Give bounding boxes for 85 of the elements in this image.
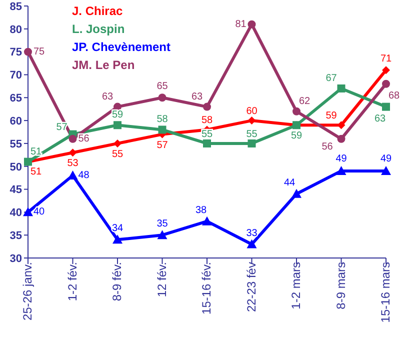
point <box>203 139 211 148</box>
data-label: 57 <box>156 140 168 151</box>
y-tick-label: 45 <box>10 184 22 196</box>
data-label: 33 <box>246 228 258 239</box>
point <box>23 207 33 216</box>
text: JM. Le Pen <box>72 57 136 74</box>
data-label: 65 <box>156 81 168 92</box>
data-label: 59 <box>112 110 124 121</box>
x-tick-label: 8-9 fév. <box>110 262 124 302</box>
data-label: 40 <box>33 206 45 218</box>
data-label: 68 <box>388 90 400 102</box>
y-tick-label: 40 <box>10 207 22 220</box>
point <box>382 66 390 74</box>
data-label: 34 <box>112 223 124 234</box>
point <box>68 134 77 143</box>
point <box>112 234 122 244</box>
point <box>292 107 300 116</box>
y-tick-label: 70 <box>10 70 22 82</box>
x-tick-label: 15-16 fév. <box>200 262 214 314</box>
y-tick-label: 55 <box>10 138 22 150</box>
point <box>24 48 32 56</box>
point <box>337 84 346 92</box>
point <box>337 134 346 143</box>
data-label: 55 <box>112 148 124 160</box>
data-label: 49 <box>380 153 392 164</box>
data-label: 59 <box>290 130 302 142</box>
data-label: 55 <box>246 128 258 140</box>
data-label: 62 <box>298 96 310 107</box>
x-tick-label: 8-9 mars <box>334 262 348 310</box>
data-label: 58 <box>156 114 168 126</box>
point <box>248 116 256 125</box>
data-label: 58 <box>201 115 213 126</box>
data-label: 56 <box>322 141 334 152</box>
point <box>158 126 166 134</box>
data-label: 55 <box>201 128 213 140</box>
data-label: 51 <box>30 166 42 178</box>
data-label: 56 <box>78 133 90 144</box>
data-label: 60 <box>246 106 258 118</box>
point <box>336 166 346 175</box>
point <box>68 148 77 157</box>
data-label: 63 <box>102 91 114 102</box>
text: L. Jospin <box>72 21 126 38</box>
x-tick-label: 12 fév. <box>154 262 169 298</box>
point <box>292 188 302 198</box>
data-label: 81 <box>235 18 247 30</box>
y-tick-label: 75 <box>10 46 22 59</box>
point <box>381 166 391 175</box>
y-tick-label: 80 <box>10 24 22 36</box>
y-tick-label: 60 <box>10 115 22 128</box>
point <box>202 216 212 226</box>
data-label: 53 <box>67 158 79 170</box>
point <box>382 80 390 88</box>
x-tick-label: 15-16 mars <box>378 262 393 323</box>
y-tick-label: 65 <box>10 92 22 105</box>
data-label: 49 <box>336 153 348 164</box>
data-label: 63 <box>191 91 203 102</box>
point <box>382 102 390 111</box>
x-tick-label: 22-23 fév <box>244 262 258 312</box>
data-label: 38 <box>195 204 207 216</box>
x-tick-label: 1-2 mars <box>289 262 304 310</box>
y-tick-label: 50 <box>10 161 22 174</box>
point <box>114 139 122 148</box>
y-tick-label: 35 <box>10 230 22 242</box>
point <box>157 230 168 240</box>
point <box>248 20 256 28</box>
y-tick-label: 85 <box>10 0 22 13</box>
point <box>203 102 211 111</box>
data-label: 63 <box>374 113 386 124</box>
data-label: 44 <box>284 177 296 188</box>
x-tick-label: 1-2 fév. <box>65 262 80 302</box>
y-tick-label: 30 <box>10 252 22 265</box>
point <box>114 121 122 130</box>
point <box>158 94 166 102</box>
text: JP. Chevènement <box>72 39 170 56</box>
point <box>68 170 78 180</box>
data-label: 75 <box>33 46 45 58</box>
data-label: 67 <box>326 72 338 84</box>
data-label: 71 <box>380 54 392 65</box>
point <box>248 139 256 148</box>
data-label: 59 <box>326 110 338 122</box>
text: J. Chirac <box>72 3 124 20</box>
point <box>246 239 257 248</box>
data-label: 35 <box>156 218 168 230</box>
data-label: 48 <box>78 170 90 182</box>
x-tick-label: 25-26 janv. <box>20 262 35 320</box>
